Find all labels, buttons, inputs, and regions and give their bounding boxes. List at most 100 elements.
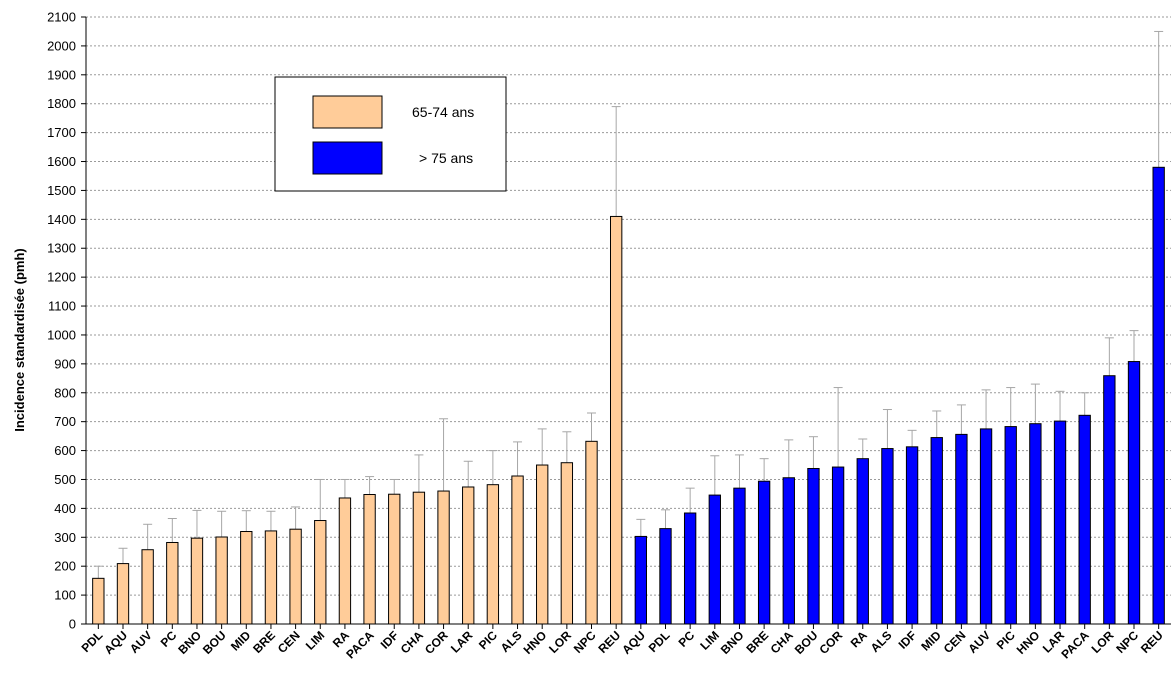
x-tick-label-aqu: AQU (101, 628, 130, 657)
legend: 65-74 ans > 75 ans (274, 76, 507, 192)
y-axis-title: Incidence standardisée (pmh) (12, 248, 27, 432)
legend-label-65-74: 65-74 ans (412, 104, 474, 120)
bar-pic (1004, 426, 1017, 625)
bar-idf (388, 493, 401, 625)
x-tick-label-hno: HNO (1014, 628, 1043, 657)
bar-pic (486, 484, 500, 625)
y-tick-label: 1400 (47, 212, 76, 227)
bar-cen (289, 528, 302, 625)
x-tick-label-pic: PIC (476, 628, 500, 652)
y-tick-label: 300 (54, 530, 76, 545)
x-tick-label-cha: CHA (768, 628, 797, 657)
y-tick-label: 1800 (47, 96, 76, 111)
y-tick-label: 100 (54, 588, 76, 603)
x-tick-label-auv: AUV (127, 628, 155, 656)
bar-npc (1127, 361, 1141, 625)
legend-swatch-over-75 (312, 141, 383, 175)
y-tick-label: 1300 (47, 241, 76, 256)
x-tick-label-bno: BNO (718, 628, 747, 657)
x-tick-label-lar: LAR (448, 628, 476, 656)
x-tick-label-pc: PC (676, 628, 698, 650)
x-tick-label-als: ALS (868, 628, 895, 655)
bar-reu (1152, 166, 1165, 625)
x-tick-label-pdl: PDL (79, 628, 106, 655)
error-bars (93, 30, 1164, 590)
bar-pc (683, 512, 697, 625)
bar-idf (905, 446, 919, 625)
bar-als (511, 475, 524, 625)
y-tick-label: 1700 (47, 125, 76, 140)
y-tick-label: 2000 (47, 38, 76, 53)
bar-lor (560, 462, 574, 625)
x-tick-label-bno: BNO (175, 628, 204, 657)
y-tick-label: 1100 (48, 299, 76, 314)
y-tick-label: 700 (54, 414, 76, 429)
x-tick-label-mid: MID (228, 628, 254, 654)
bar-mid (930, 437, 943, 625)
y-tick-label: 1900 (47, 67, 76, 82)
bar-paca (1078, 414, 1091, 625)
bar-lor (1103, 375, 1116, 625)
bar-bno (733, 487, 746, 625)
bar-aqu (116, 563, 130, 625)
bar-cen (955, 433, 968, 625)
x-tick-label-idf: IDF (378, 628, 402, 652)
axes (85, 17, 1171, 625)
y-tick-label: 1600 (47, 154, 76, 169)
x-tick-label-bou: BOU (792, 628, 821, 657)
gridlines (86, 16, 1171, 596)
x-tick-label-paca: PACA (1058, 628, 1092, 662)
x-tick-label-reu: REU (595, 628, 623, 656)
bar-hno (536, 464, 549, 625)
bar-pc (166, 541, 179, 625)
bar-aqu (634, 535, 648, 625)
y-tick-label: 800 (54, 385, 76, 400)
x-tick-label-lim: LIM (303, 628, 328, 653)
x-tick-label-cor: COR (816, 628, 845, 657)
y-tick-label: 600 (54, 443, 76, 458)
bar-paca (363, 494, 376, 625)
x-tick-label-als: ALS (498, 628, 525, 655)
bar-lar (462, 486, 475, 625)
legend-swatch-65-74 (312, 95, 383, 129)
x-tick-label-npc: NPC (571, 628, 599, 656)
x-tick-label-npc: NPC (1113, 628, 1141, 656)
y-tick-label: 2100 (47, 10, 76, 25)
y-tick-label: 1200 (47, 270, 76, 285)
bar-auv (979, 428, 993, 625)
bar-ra (856, 458, 869, 625)
bar-bno (190, 537, 204, 625)
x-tick-label-mid: MID (918, 628, 944, 654)
x-tick-label-cor: COR (422, 628, 451, 657)
bar-cha (782, 477, 795, 625)
x-tick-label-cha: CHA (398, 628, 427, 657)
bar-bou (215, 536, 228, 625)
bar-als (881, 448, 894, 625)
bar-lim (314, 520, 327, 625)
bar-lar (1053, 420, 1067, 625)
x-tick-label-hno: HNO (521, 628, 550, 657)
x-tick-label-auv: AUV (965, 628, 993, 656)
bars (92, 166, 1165, 625)
legend-box (274, 76, 507, 192)
y-tick-label: 200 (54, 559, 76, 574)
bar-npc (585, 440, 598, 625)
x-tick-label-cen: CEN (275, 628, 303, 656)
bar-hno (1029, 423, 1042, 625)
y-tick-label: 1000 (47, 327, 76, 342)
x-tick-label-paca: PACA (343, 628, 377, 662)
x-tick-label-ra: RA (848, 628, 870, 650)
y-tick-label: 400 (54, 501, 76, 516)
bar-cha (412, 491, 426, 625)
x-tick-label-aqu: AQU (619, 628, 648, 657)
x-tick-label-idf: IDF (896, 628, 920, 652)
bar-auv (141, 549, 154, 625)
x-tick-label-bre: BRE (250, 628, 278, 656)
bar-lim (708, 494, 721, 625)
bar-cor (831, 466, 845, 625)
x-tick-label-reu: REU (1138, 628, 1166, 656)
bar-mid (240, 531, 253, 625)
bar-bre (264, 530, 278, 625)
